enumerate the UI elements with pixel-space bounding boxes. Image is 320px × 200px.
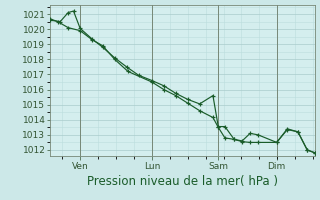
X-axis label: Pression niveau de la mer( hPa ): Pression niveau de la mer( hPa ) [87,175,278,188]
